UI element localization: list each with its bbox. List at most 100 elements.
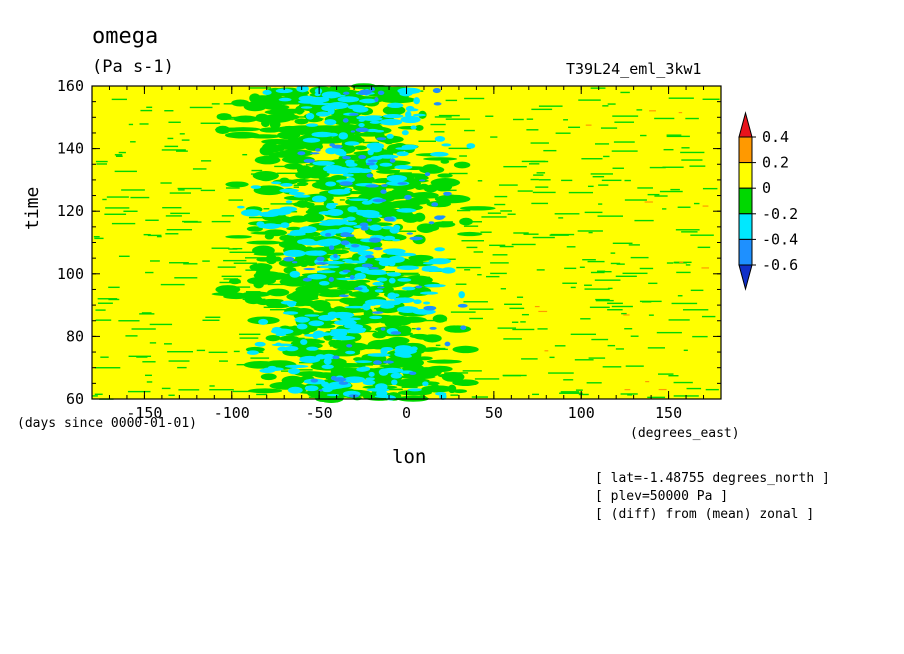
field-patch-green bbox=[411, 367, 442, 377]
field-streak bbox=[169, 262, 189, 264]
field-streak bbox=[590, 87, 606, 89]
field-streak bbox=[637, 187, 653, 189]
field-patch-blue bbox=[406, 232, 414, 235]
field-patch-cyan bbox=[324, 119, 337, 126]
field-patch-cyan bbox=[318, 222, 339, 226]
field-streak bbox=[162, 206, 182, 209]
field-streak bbox=[469, 317, 483, 320]
field-patch-cyan bbox=[365, 128, 379, 133]
field-patch-green bbox=[286, 226, 302, 231]
field-streak bbox=[516, 296, 524, 298]
field-streak bbox=[634, 219, 654, 222]
field-patch-blue bbox=[309, 152, 320, 155]
field-patch-cyan bbox=[296, 85, 309, 93]
field-streak bbox=[183, 263, 198, 265]
field-streak bbox=[692, 335, 708, 338]
field-patch-cyan bbox=[374, 289, 384, 293]
field-patch-cyan bbox=[348, 198, 369, 201]
field-patch-green bbox=[391, 188, 409, 197]
field-patch-cyan bbox=[288, 191, 305, 196]
field-streak bbox=[500, 210, 512, 212]
field-patch-green bbox=[393, 378, 427, 388]
field-streak bbox=[108, 298, 120, 301]
field-patch-cyan bbox=[300, 106, 313, 109]
field-streak bbox=[490, 136, 498, 138]
field-streak bbox=[560, 391, 580, 393]
field-patch-blue bbox=[369, 87, 376, 92]
field-streak bbox=[592, 175, 605, 178]
field-streak bbox=[448, 172, 468, 175]
y-tick-label: 80 bbox=[66, 327, 84, 345]
field-patch-blue bbox=[365, 184, 379, 188]
field-patch-green bbox=[287, 138, 301, 146]
field-speck bbox=[534, 305, 540, 308]
field-patch-cyan bbox=[458, 291, 465, 299]
field-streak bbox=[530, 142, 549, 144]
field-streak bbox=[589, 306, 610, 309]
field-streak bbox=[649, 166, 666, 169]
field-patch-cyan bbox=[347, 104, 365, 110]
field-patch-cyan bbox=[304, 314, 320, 317]
field-streak bbox=[648, 282, 658, 285]
time-units-label: (days since 0000-01-01) bbox=[17, 416, 198, 431]
field-streak bbox=[647, 347, 665, 349]
field-patch-green bbox=[223, 294, 250, 300]
field-patch-cyan bbox=[413, 97, 420, 105]
run-label: T39L24_eml_3kw1 bbox=[566, 60, 702, 78]
field-streak bbox=[615, 348, 624, 350]
field-patch-cyan bbox=[343, 376, 366, 383]
y-tick-label: 160 bbox=[57, 77, 84, 95]
field-streak bbox=[239, 337, 259, 339]
field-patch-cyan bbox=[405, 110, 412, 118]
field-streak bbox=[167, 137, 174, 140]
field-speck bbox=[585, 124, 592, 126]
field-patch-cyan bbox=[401, 286, 416, 291]
field-streak bbox=[121, 189, 145, 191]
field-streak bbox=[456, 266, 481, 269]
field-streak bbox=[179, 133, 185, 135]
field-patch-green bbox=[252, 170, 279, 181]
field-streak bbox=[507, 213, 516, 215]
field-patch-blue bbox=[283, 256, 295, 262]
field-patch-blue bbox=[342, 91, 350, 95]
field-streak bbox=[114, 170, 137, 173]
field-patch-cyan bbox=[386, 174, 408, 182]
field-patch-cyan bbox=[318, 211, 336, 215]
field-streak bbox=[141, 312, 152, 314]
field-patch-cyan bbox=[377, 154, 399, 159]
colorbar-segment bbox=[738, 162, 753, 189]
field-streak bbox=[448, 147, 471, 150]
field-streak bbox=[690, 234, 714, 236]
field-patch-cyan bbox=[308, 320, 325, 327]
field-patch-blue bbox=[389, 158, 396, 163]
y-tick-label: 100 bbox=[57, 265, 84, 283]
field-patch-blue bbox=[359, 222, 369, 227]
field-streak bbox=[614, 121, 635, 123]
field-streak bbox=[490, 262, 509, 264]
field-streak bbox=[485, 115, 494, 117]
field-streak bbox=[379, 388, 403, 390]
field-streak bbox=[128, 123, 134, 126]
field-patch-green bbox=[409, 333, 429, 339]
field-patch-blue bbox=[339, 294, 349, 298]
field-streak bbox=[681, 147, 690, 149]
field-patch-green bbox=[269, 108, 296, 113]
field-patch-green bbox=[419, 183, 429, 189]
field-streak bbox=[607, 103, 616, 105]
note-diff: [ (diff) from (mean) zonal ] bbox=[595, 507, 815, 522]
field-patch-green bbox=[452, 345, 479, 354]
field-patch-green bbox=[261, 119, 270, 128]
field-patch-green bbox=[253, 185, 285, 196]
field-patch-cyan bbox=[289, 270, 301, 278]
field-streak bbox=[666, 134, 682, 136]
field-patch-green bbox=[332, 359, 346, 365]
field-streak bbox=[533, 174, 544, 176]
field-streak bbox=[591, 338, 609, 341]
field-patch-cyan bbox=[254, 341, 266, 347]
field-patch-cyan bbox=[381, 226, 394, 230]
field-streak bbox=[647, 396, 666, 399]
field-patch-green bbox=[225, 127, 261, 132]
field-streak bbox=[466, 246, 478, 249]
field-patch-cyan bbox=[315, 239, 340, 247]
field-patch-cyan bbox=[378, 368, 389, 376]
